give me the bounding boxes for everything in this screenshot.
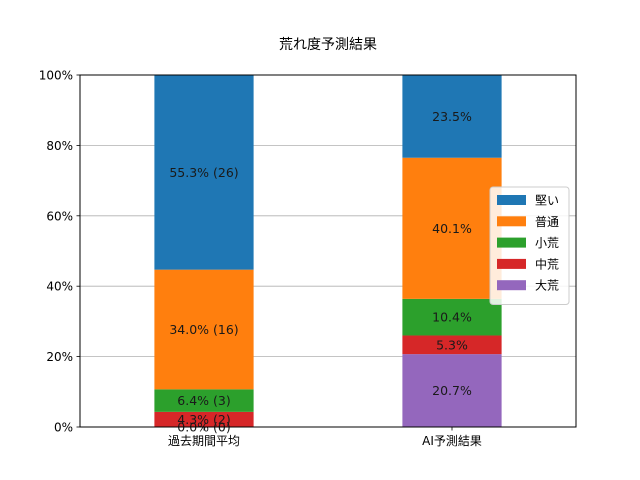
y-tick-label: 40% [46,280,73,294]
bar-segment [402,298,502,336]
y-axis: 0% 20% 40% 60% 80% 100% [39,69,80,435]
y-tick-label: 20% [46,350,73,364]
legend-swatch [497,258,526,269]
bar-segment [154,75,254,270]
bar-segment [402,354,502,427]
legend-swatch [497,280,526,291]
bar-segment [154,389,254,412]
x-tick-label: AI予測結果 [422,434,482,448]
data-label: 10.4% [432,310,472,325]
legend-label: 小荒 [535,236,559,250]
y-tick-label: 100% [39,69,73,83]
x-tick-label: 過去期間平均 [168,434,240,448]
bar-segment [154,269,254,390]
bars [154,75,502,427]
y-tick-label: 0% [54,421,73,435]
bar-segment [402,75,502,158]
bar-segment [154,411,254,427]
data-label: 6.4% (3) [177,393,230,408]
bar-segment [402,335,502,355]
y-tick-label: 60% [46,209,73,223]
data-label: 20.7% [432,383,472,398]
legend-label: 大荒 [535,279,559,293]
data-label: 5.3% [436,337,468,352]
plot-frame [79,74,577,428]
segment-labels: 0.0% (0)4.3% (2)6.4% (3)34.0% (16)55.3% … [169,109,472,435]
data-label: 23.5% [432,109,472,124]
data-label: 55.3% (26) [169,165,238,180]
legend-label: 堅い [535,194,559,208]
data-label: 40.1% [432,221,472,236]
legend-swatch [497,237,526,248]
legend-label: 中荒 [535,256,559,271]
y-tick-label: 80% [46,139,73,153]
legend-swatch [497,195,526,205]
x-axis: 過去期間平均 AI予測結果 [168,427,482,448]
legend-swatch [497,216,526,227]
bar-segment [402,157,502,299]
data-label: 4.3% (2) [177,412,230,427]
chart-title: 荒れ度予測結果 [279,37,377,53]
legend-label: 普通 [535,215,559,229]
data-label: 34.0% (16) [169,322,238,337]
